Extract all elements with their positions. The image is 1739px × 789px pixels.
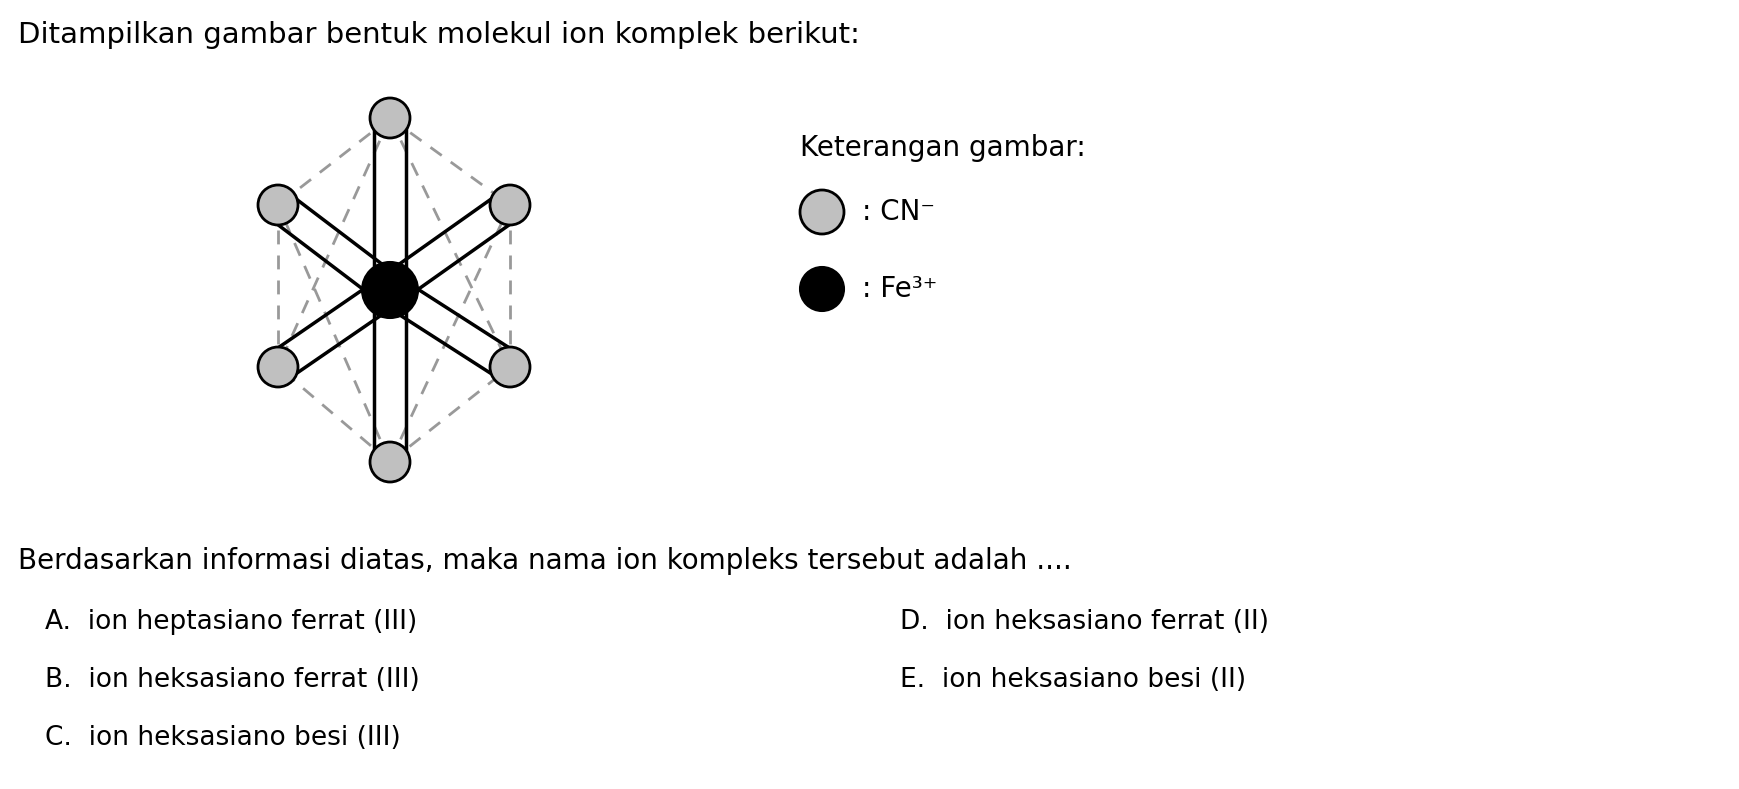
Text: Berdasarkan informasi diatas, maka nama ion kompleks tersebut adalah ....: Berdasarkan informasi diatas, maka nama … bbox=[17, 547, 1071, 575]
Circle shape bbox=[370, 98, 410, 138]
Text: B.  ion heksasiano ferrat (III): B. ion heksasiano ferrat (III) bbox=[45, 667, 419, 693]
Circle shape bbox=[490, 347, 530, 387]
Text: Ditampilkan gambar bentuk molekul ion komplek berikut:: Ditampilkan gambar bentuk molekul ion ko… bbox=[17, 21, 859, 49]
Text: : CN⁻: : CN⁻ bbox=[863, 198, 936, 226]
Circle shape bbox=[257, 347, 297, 387]
Text: D.  ion heksasiano ferrat (II): D. ion heksasiano ferrat (II) bbox=[901, 609, 1269, 635]
Circle shape bbox=[370, 442, 410, 482]
Circle shape bbox=[257, 185, 297, 225]
Text: E.  ion heksasiano besi (II): E. ion heksasiano besi (II) bbox=[901, 667, 1247, 693]
Text: Keterangan gambar:: Keterangan gambar: bbox=[800, 134, 1085, 162]
Circle shape bbox=[800, 267, 843, 311]
Circle shape bbox=[362, 262, 417, 318]
Text: C.  ion heksasiano besi (III): C. ion heksasiano besi (III) bbox=[45, 725, 400, 751]
Text: A.  ion heptasiano ferrat (III): A. ion heptasiano ferrat (III) bbox=[45, 609, 417, 635]
Circle shape bbox=[800, 190, 843, 234]
Circle shape bbox=[490, 185, 530, 225]
Text: : Fe³⁺: : Fe³⁺ bbox=[863, 275, 937, 303]
